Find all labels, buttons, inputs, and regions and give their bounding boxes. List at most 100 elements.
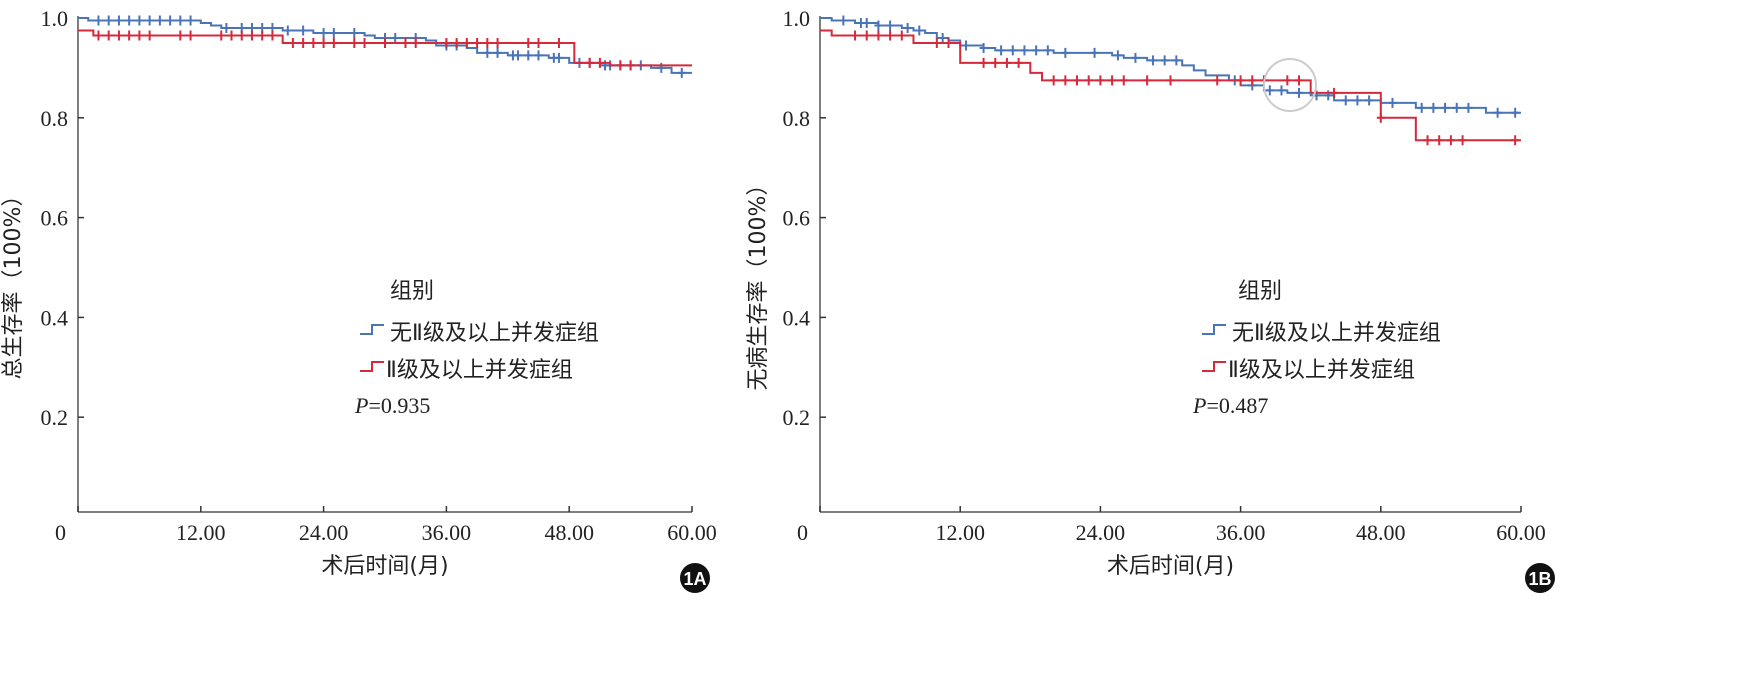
x-tick-label: 60.00: [1496, 520, 1546, 545]
censor-mark: [1458, 135, 1467, 146]
censor-mark: [595, 57, 604, 68]
censor-mark: [166, 15, 175, 26]
censor-mark: [886, 20, 895, 31]
censor-mark: [657, 62, 666, 73]
censor-mark: [299, 25, 308, 36]
censor-mark: [1172, 55, 1181, 66]
y-tick-label: 0.2: [41, 405, 69, 430]
censor-mark: [938, 32, 947, 43]
censor-mark: [962, 40, 971, 51]
legend-swatch: [1202, 361, 1226, 372]
censor-mark: [1324, 90, 1333, 101]
censor-mark: [381, 37, 389, 48]
p-symbol: P: [1192, 393, 1206, 418]
censor-mark: [1464, 102, 1473, 113]
censor-mark: [1493, 107, 1502, 118]
censor-mark: [1061, 75, 1070, 86]
censor-mark: [1160, 55, 1169, 66]
censor-mark: [1441, 102, 1450, 113]
censor-mark: [360, 37, 369, 48]
x-tick-label: 36.00: [422, 520, 472, 545]
censor-mark: [493, 37, 502, 48]
censor-mark: [991, 57, 1000, 68]
censor-mark: [135, 30, 144, 41]
survival-curve: [78, 29, 692, 67]
censor-mark: [1014, 57, 1023, 68]
censor-mark: [176, 30, 185, 41]
legend-swatch: [1202, 324, 1226, 335]
legend-swatch: [360, 324, 384, 335]
y-tick-label: 1.0: [783, 6, 811, 31]
y-tick-label: 1.0: [41, 6, 69, 31]
censor-mark: [997, 45, 1006, 56]
censor-mark: [1108, 75, 1117, 86]
y-tick-label: 0.4: [41, 305, 69, 330]
x-tick-label: 24.00: [1076, 520, 1126, 545]
y-tick-label: 0.2: [783, 405, 811, 430]
censor-mark: [94, 30, 103, 41]
censor-mark: [1341, 95, 1350, 106]
censor-mark: [288, 37, 297, 48]
survival-curve: [820, 17, 1521, 114]
panel-badge: [1525, 563, 1555, 593]
censor-mark: [1295, 75, 1304, 86]
p-value: P=0.935: [354, 393, 430, 418]
censor-mark: [1084, 75, 1093, 86]
censor-mark: [1090, 47, 1099, 58]
censor-mark: [1096, 75, 1105, 86]
series-1: [820, 29, 1521, 146]
censor-mark: [1236, 75, 1245, 86]
legend-label: Ⅱ级及以上并发症组: [1228, 358, 1415, 383]
x-tick-label: 48.00: [544, 520, 594, 545]
censor-mark: [155, 15, 164, 26]
censor-mark: [851, 30, 860, 41]
censor-mark: [554, 37, 563, 48]
y-tick-label: 0.8: [41, 106, 69, 131]
censor-mark: [227, 30, 236, 41]
censor-mark: [1043, 45, 1052, 56]
censor-mark: [401, 37, 410, 48]
censor-mark: [1283, 75, 1292, 86]
censor-mark: [104, 30, 113, 41]
censor-mark: [1511, 135, 1520, 146]
censor-mark: [1020, 45, 1029, 56]
x-tick-label: 60.00: [667, 520, 717, 545]
censor-mark: [462, 37, 471, 48]
legend-label: 无Ⅱ级及以上并发症组: [390, 321, 599, 346]
censor-mark: [483, 37, 492, 48]
censor-mark: [1166, 75, 1175, 86]
p-value: P=0.487: [1192, 393, 1268, 418]
censor-mark: [524, 37, 533, 48]
censor-mark: [616, 60, 625, 71]
censor-mark: [258, 30, 267, 41]
censor-mark: [94, 15, 103, 26]
p-symbol: P: [354, 393, 368, 418]
censor-mark: [176, 15, 185, 26]
censor-mark: [1265, 85, 1274, 96]
censor-mark: [1143, 75, 1152, 86]
censor-mark: [452, 37, 461, 48]
y-tick-label: 0.4: [783, 305, 811, 330]
censor-mark: [268, 30, 277, 41]
x-tick-label: 0: [797, 520, 808, 545]
censor-mark: [145, 30, 154, 41]
panel-badge-label: 1B: [1528, 569, 1551, 589]
censor-mark: [350, 37, 359, 48]
censor-mark: [534, 50, 543, 61]
censor-mark: [1429, 102, 1438, 113]
censor-mark: [299, 37, 308, 48]
censor-mark: [1365, 95, 1374, 106]
censor-mark: [1213, 75, 1222, 86]
x-tick-label: 12.00: [935, 520, 985, 545]
x-tick-label: 0: [55, 520, 66, 545]
x-tick-label: 24.00: [299, 520, 349, 545]
censor-mark: [626, 60, 635, 71]
censor-mark: [554, 52, 563, 63]
x-axis-label: 术后时间(月): [321, 554, 448, 579]
p-number: =0.935: [368, 393, 430, 418]
censor-mark: [897, 30, 906, 41]
censor-mark: [1417, 102, 1426, 113]
censor-mark: [309, 37, 318, 48]
censor-mark: [1423, 135, 1432, 146]
